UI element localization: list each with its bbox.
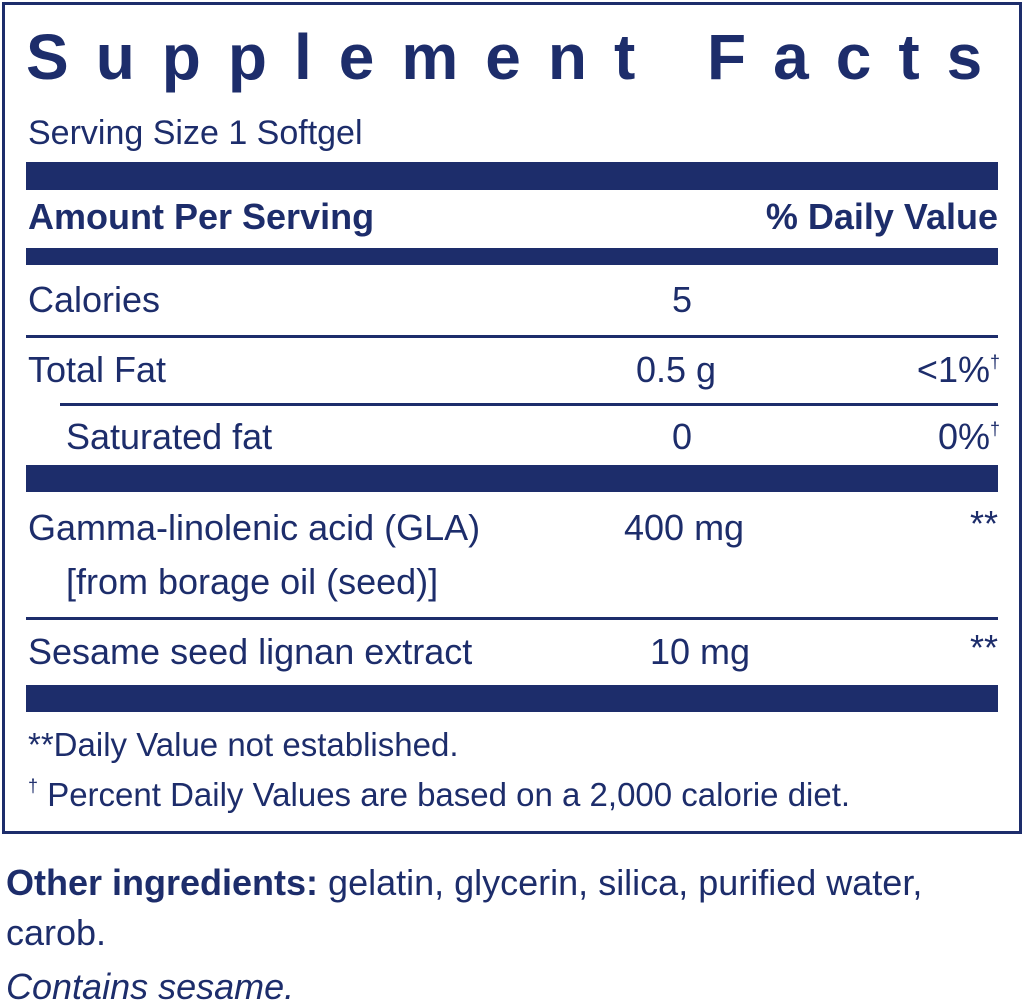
row-amount: 400 mg [624, 507, 745, 548]
rule [60, 403, 998, 406]
thick-bar [26, 685, 998, 712]
row-amount: 0 [672, 416, 693, 457]
footnote: **Daily Value not established. [28, 726, 459, 763]
other-label: Other ingredients: [6, 862, 319, 903]
rule [26, 617, 998, 620]
dv-text: 0% [937, 416, 990, 457]
dv-text: <1% [916, 349, 990, 390]
dv-mark: † [989, 419, 1000, 439]
row-dv: <1%† [917, 349, 1000, 391]
thick-bar [26, 162, 998, 190]
row-amount: 0.5 g [636, 349, 717, 390]
row-name: Calories [28, 279, 161, 320]
title: Supplement Facts [26, 21, 1010, 93]
footnote: † Percent Daily Values are based on a 2,… [28, 776, 850, 814]
header-dv: % Daily Value [765, 196, 998, 237]
facts-box [2, 2, 1022, 834]
row-name: Total Fat [28, 349, 167, 390]
rule [26, 335, 998, 338]
row-name: Saturated fat [66, 416, 273, 457]
row-name: Sesame seed lignan extract [28, 631, 473, 672]
header-amount: Amount Per Serving [28, 196, 375, 237]
row-dv: 0%† [938, 416, 1000, 458]
other-text: gelatin, glycerin, silica, purified wate… [6, 862, 923, 953]
thick-bar [26, 248, 998, 265]
row-amount: 5 [672, 279, 693, 320]
row-name: Gamma-linolenic acid (GLA) [28, 507, 481, 548]
footnote-mark: † [28, 776, 39, 796]
other-ingredients: Other ingredients: gelatin, glycerin, si… [6, 858, 966, 958]
row-name-line2: [from borage oil (seed)] [66, 561, 439, 602]
dv-mark: † [989, 352, 1000, 372]
row-amount: 10 mg [650, 631, 751, 672]
row-dv: ** [969, 503, 998, 544]
footnote-text: Percent Daily Values are based on a 2,00… [47, 776, 851, 813]
row-dv: ** [969, 627, 998, 668]
contains: Contains sesame. [6, 966, 295, 1007]
serving-size: Serving Size 1 Softgel [28, 114, 363, 152]
thick-bar [26, 465, 998, 492]
